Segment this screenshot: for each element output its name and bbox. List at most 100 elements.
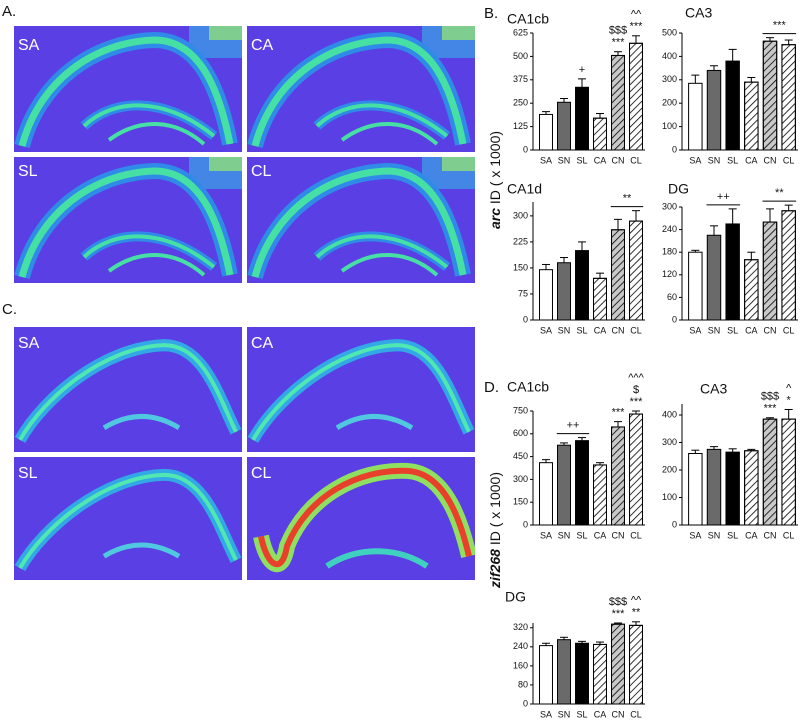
x-tick-label: SL <box>727 155 738 165</box>
y-tick-label: 120 <box>662 269 677 279</box>
y-tick-label: 125 <box>513 121 528 131</box>
y-tick-label: 0 <box>523 144 528 154</box>
bar <box>539 269 553 321</box>
x-tick-label: SL <box>576 530 587 540</box>
bar <box>557 639 571 705</box>
x-tick-label: CA <box>745 155 758 165</box>
bar-hatch <box>611 623 625 705</box>
chart-title: DG <box>668 181 689 197</box>
brain-image <box>14 26 242 152</box>
brain-image <box>247 157 475 283</box>
bar <box>706 69 722 151</box>
x-tick-label: CL <box>783 155 795 165</box>
significance-label: *** <box>773 20 787 32</box>
significance-label: ++ <box>717 191 730 203</box>
x-tick-label: SA <box>540 155 552 165</box>
x-tick-label: CL <box>630 325 642 335</box>
y-tick-label: 0 <box>523 519 528 529</box>
y-tick-label: 375 <box>513 74 528 84</box>
bar-hatch <box>744 450 759 526</box>
bar <box>688 82 703 151</box>
bar-hatch <box>744 81 759 151</box>
significance-label: ^ <box>786 382 792 394</box>
y-tick-label: 320 <box>513 622 528 632</box>
y-tick-label: 80 <box>518 679 528 689</box>
bar <box>706 234 722 321</box>
x-tick-label: CL <box>783 530 795 540</box>
bar-hatch <box>611 229 625 321</box>
x-tick-label: SA <box>540 709 552 719</box>
bar-hatch <box>781 210 796 321</box>
panel-label: A. <box>2 3 16 20</box>
bar-hatch <box>611 426 625 526</box>
y-tick-label: 0 <box>523 314 528 324</box>
x-tick-label: CN <box>764 155 777 165</box>
significance-label: *** <box>630 21 644 33</box>
bar <box>539 462 553 526</box>
y-tick-label: 75 <box>518 288 528 298</box>
bar <box>575 440 589 526</box>
y-tick-label: 225 <box>513 236 528 246</box>
x-tick-label: SA <box>689 155 701 165</box>
x-tick-label: CL <box>630 155 642 165</box>
y-tick-label: 300 <box>662 437 677 447</box>
x-tick-label: CL <box>630 709 642 719</box>
y-tick-label: 60 <box>667 292 677 302</box>
bar <box>557 101 571 151</box>
y-tick-label: 0 <box>672 144 677 154</box>
tile-label: SA <box>18 37 40 54</box>
brain-image <box>247 457 475 580</box>
y-tick-label: 300 <box>513 210 528 220</box>
significance-label: ** <box>623 193 632 205</box>
y-tick-label: 200 <box>662 464 677 474</box>
y-axis-label: arc ID ( x 1000) <box>487 131 503 229</box>
x-tick-label: CL <box>630 530 642 540</box>
y-tick-label: 625 <box>513 27 528 37</box>
significance-label: ** <box>775 187 784 199</box>
significance-label: + <box>579 64 585 76</box>
bar-hatch <box>629 413 643 526</box>
bar <box>725 60 740 151</box>
significance-label: ^^ <box>631 595 642 607</box>
y-tick-label: 750 <box>513 405 528 415</box>
y-tick-label: 180 <box>662 247 677 257</box>
y-tick-label: 0 <box>672 519 677 529</box>
tile-label: CL <box>251 163 272 180</box>
x-tick-label: SA <box>689 325 701 335</box>
unit: ID ( x 1000) <box>487 472 503 545</box>
x-tick-label: SA <box>689 530 701 540</box>
chart-title: CA3 <box>700 381 727 397</box>
y-tick-label: 450 <box>513 451 528 461</box>
tile-label: CA <box>251 37 274 54</box>
bar-hatch <box>762 221 778 321</box>
y-tick-label: 300 <box>662 201 677 211</box>
y-tick-label: 100 <box>662 121 677 131</box>
x-tick-label: CA <box>745 325 758 335</box>
y-tick-label: 300 <box>513 474 528 484</box>
y-axis-label: zif268 ID ( x 1000) <box>487 472 503 589</box>
panel-label: D. <box>484 379 499 396</box>
x-tick-label: SL <box>576 325 587 335</box>
significance-label: $ <box>633 384 639 396</box>
y-tick-label: 160 <box>513 660 528 670</box>
x-tick-label: CA <box>594 325 607 335</box>
y-tick-label: 400 <box>662 409 677 419</box>
significance-label: $$$ <box>609 596 627 608</box>
panel-label: C. <box>2 301 17 318</box>
bar <box>575 86 589 151</box>
y-tick-label: 200 <box>662 98 677 108</box>
bar <box>575 250 589 321</box>
bar <box>575 642 589 705</box>
y-tick-label: 150 <box>513 497 528 507</box>
x-tick-label: CN <box>612 155 625 165</box>
brain-image <box>14 457 242 580</box>
x-tick-label: SN <box>558 530 571 540</box>
x-tick-label: SL <box>727 325 738 335</box>
x-tick-label: SN <box>708 325 721 335</box>
bar <box>706 448 722 526</box>
bar-hatch <box>593 643 607 705</box>
bar <box>725 223 740 321</box>
chart-title: CA1cb <box>507 11 549 27</box>
x-tick-label: CN <box>612 530 625 540</box>
tile-label: CA <box>251 335 274 352</box>
